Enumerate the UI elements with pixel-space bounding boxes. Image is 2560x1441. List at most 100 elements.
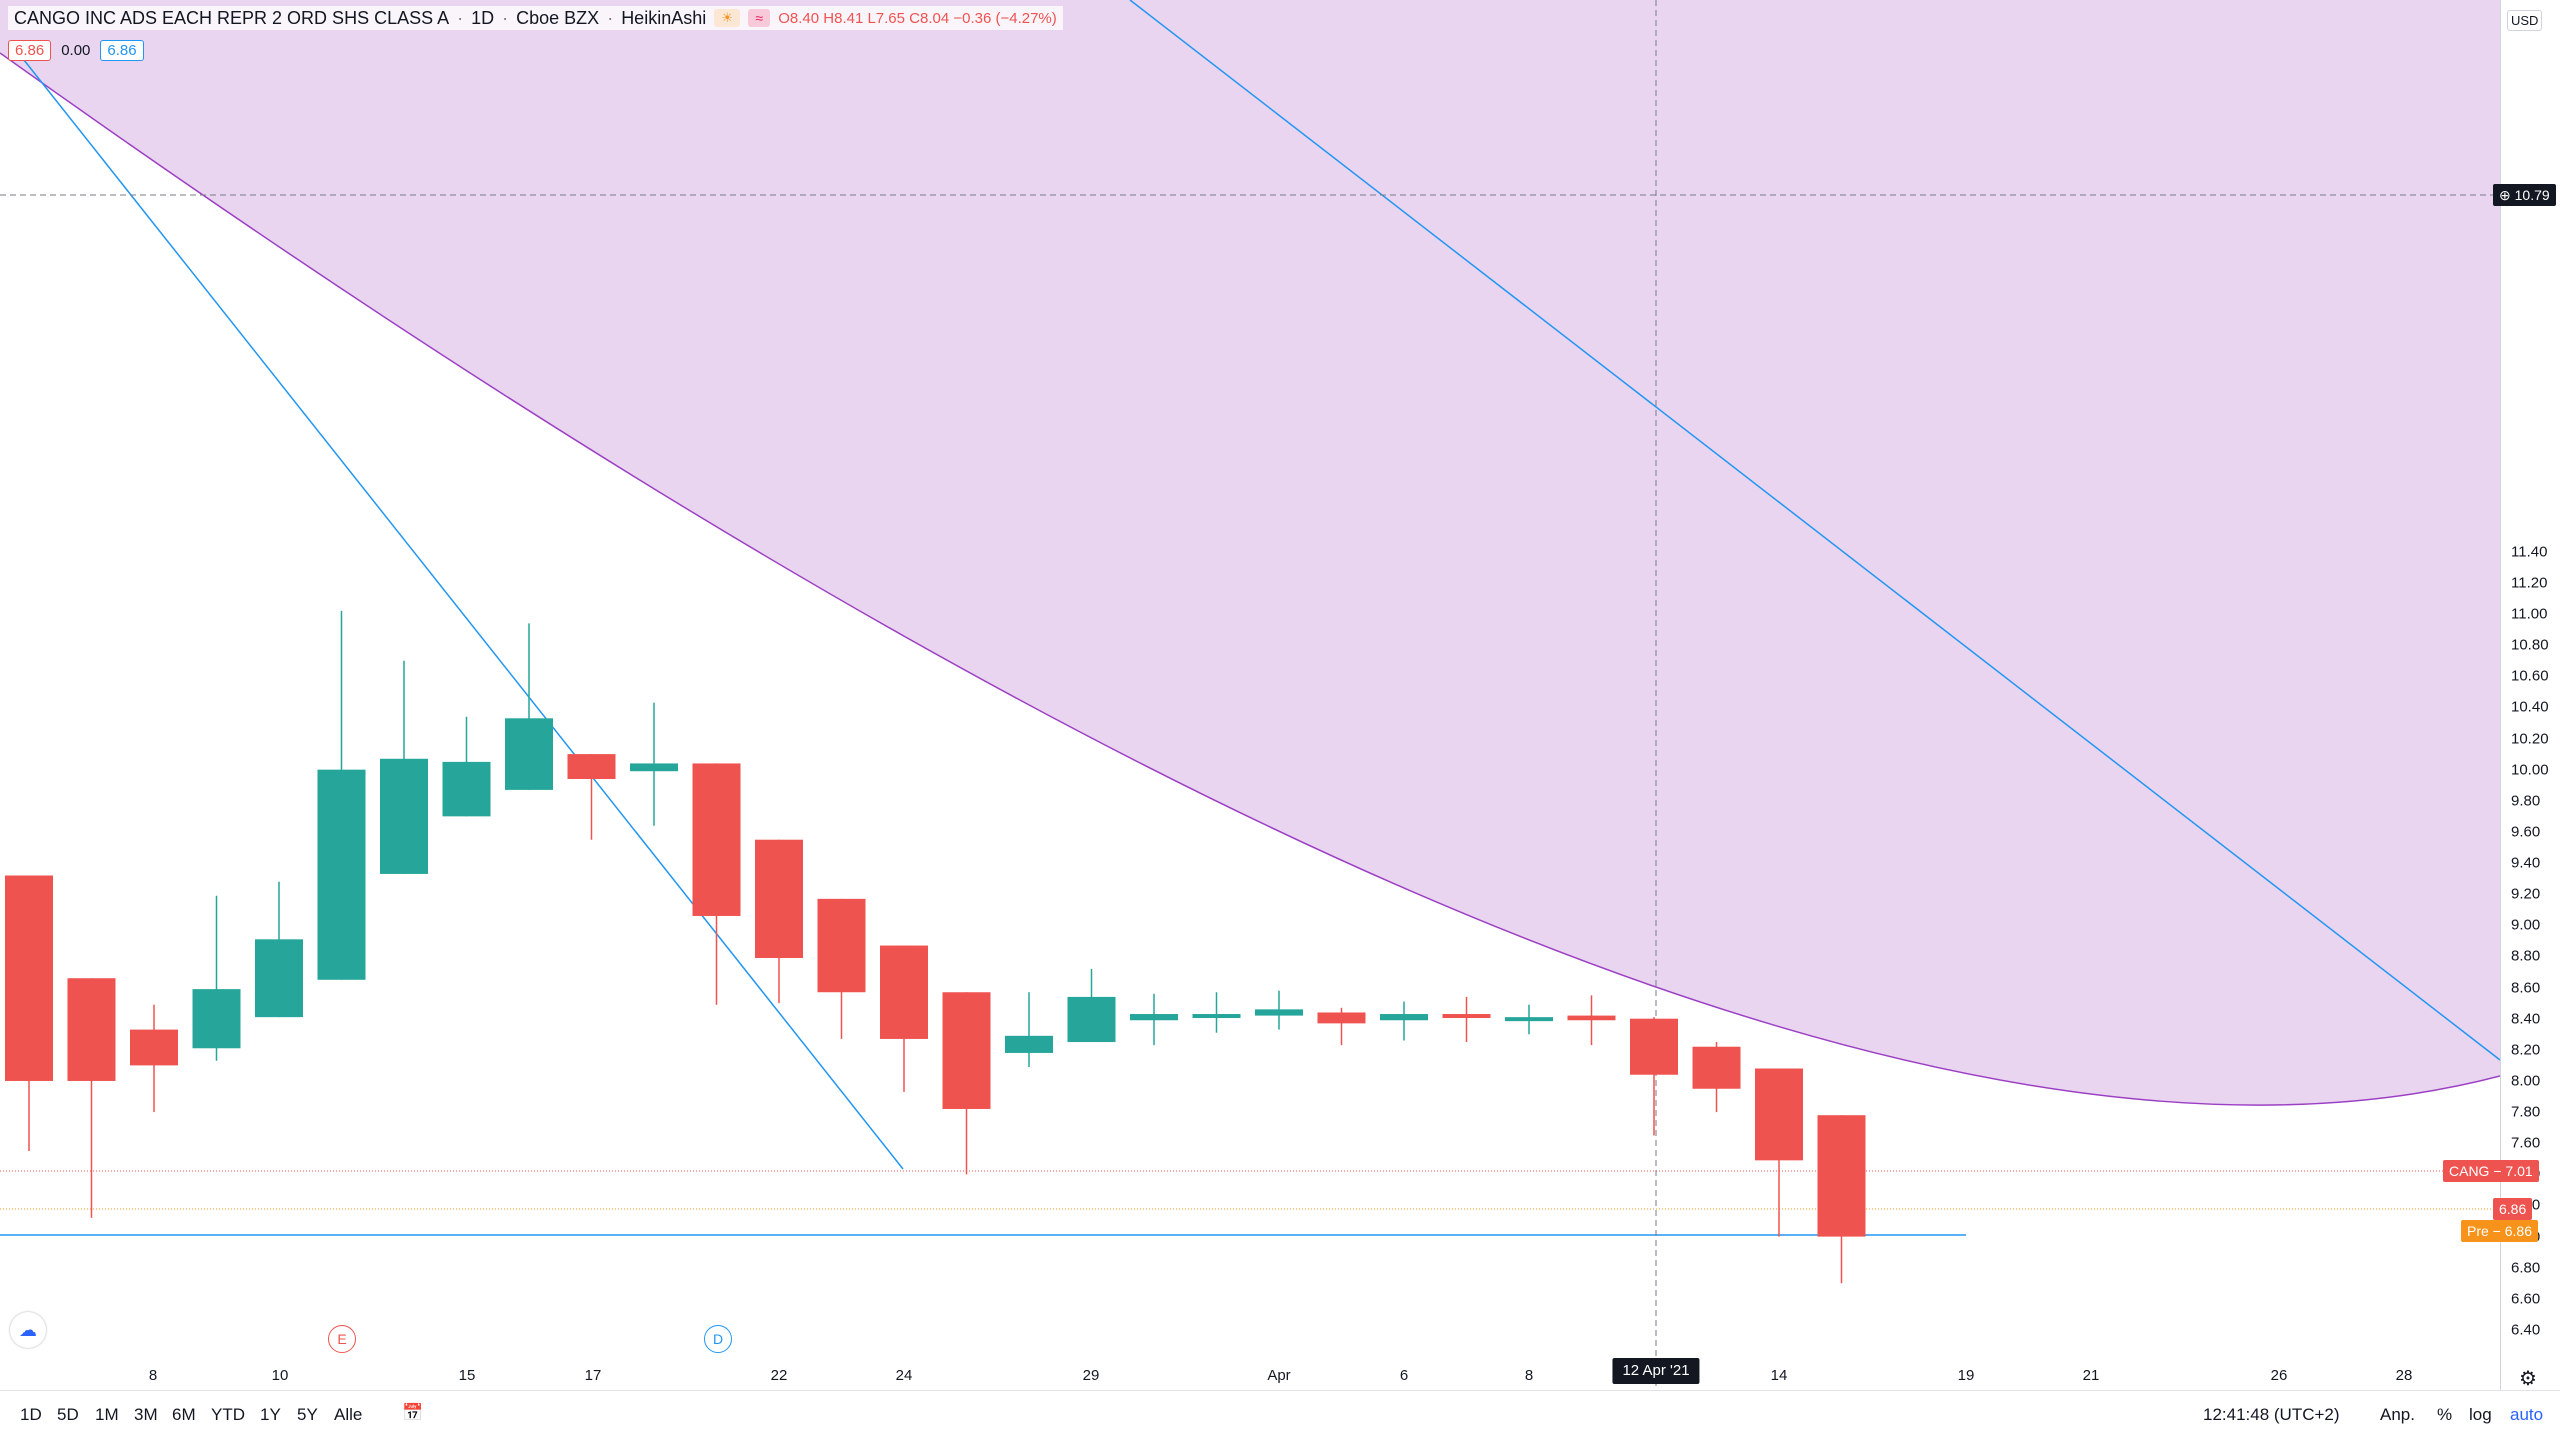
x-tick-label: 22	[770, 1367, 788, 1384]
symbol-name[interactable]: CANGO INC ADS EACH REPR 2 ORD SHS CLASS …	[14, 7, 450, 28]
candle-body	[255, 939, 303, 1018]
wave-icon[interactable]: ≈	[748, 9, 771, 27]
y-tick-label: 9.60	[2511, 823, 2541, 841]
currency-label[interactable]: USD	[2507, 10, 2543, 31]
y-tick-label: 9.80	[2511, 792, 2541, 810]
candle-body	[630, 763, 678, 772]
candle-body	[1255, 1009, 1303, 1016]
adjust-button[interactable]: Anp.	[2380, 1405, 2415, 1424]
interval-label[interactable]: 1D	[471, 7, 495, 28]
x-tick-label: 28	[2395, 1367, 2413, 1384]
y-tick-label: 8.40	[2511, 1010, 2541, 1028]
y-tick-label: 11.20	[2511, 574, 2548, 592]
candle-body	[817, 898, 866, 993]
candle-body	[67, 978, 116, 1081]
date-range-icon[interactable]: 📅	[402, 1403, 424, 1422]
range-button-1d[interactable]: 1D	[20, 1405, 42, 1424]
candle-body	[755, 839, 803, 958]
shaded-region	[0, 0, 2500, 1106]
candle-body	[1817, 1115, 1866, 1237]
dividend-marker[interactable]: D	[704, 1325, 732, 1353]
candle-body	[5, 875, 53, 1081]
price-axis[interactable]: USD 6.406.606.807.007.207.407.607.808.00…	[2443, 0, 2560, 1440]
y-tick-label: 8.60	[2511, 979, 2541, 997]
x-tick-label: 29	[1082, 1367, 1100, 1384]
y-tick-label: 10.60	[2511, 667, 2549, 685]
range-button-alle[interactable]: Alle	[334, 1405, 363, 1424]
cursor-price-label: ⊕ 10.79	[2493, 184, 2556, 206]
indicator-values: 6.86 0.00 6.86	[8, 40, 144, 61]
pre-market-label: Pre − 6.86	[2461, 1220, 2538, 1242]
range-button-6m[interactable]: 6M	[172, 1405, 196, 1424]
y-tick-label: 9.00	[2511, 916, 2541, 934]
x-tick-label: 8	[148, 1367, 158, 1384]
indicator-value-3: 6.86	[100, 40, 144, 61]
candle-body	[442, 761, 491, 817]
candle-body	[1067, 996, 1116, 1043]
trend-line-left	[19, 54, 904, 1170]
y-tick-label: 6.80	[2511, 1259, 2541, 1277]
candle-body	[1380, 1014, 1428, 1021]
candle-body	[880, 945, 928, 1039]
last-price-label: 6.86	[2493, 1198, 2533, 1220]
candle-body	[1130, 1014, 1178, 1021]
y-tick-label: 8.00	[2511, 1072, 2541, 1090]
candle-body	[505, 718, 553, 790]
range-button-3m[interactable]: 3M	[134, 1405, 158, 1424]
range-button-1m[interactable]: 1M	[95, 1405, 119, 1424]
crosshair-date-label: 12 Apr '21	[1612, 1358, 1700, 1384]
y-tick-label: 7.80	[2511, 1103, 2541, 1121]
earnings-marker[interactable]: E	[328, 1325, 356, 1353]
y-tick-label: 7.60	[2511, 1134, 2541, 1152]
candle-body	[1505, 1017, 1553, 1022]
log-button[interactable]: log	[2469, 1405, 2492, 1424]
candle-body	[1755, 1068, 1803, 1161]
parabola-curve	[0, 52, 2500, 1106]
trend-line-right	[1129, 0, 2500, 1061]
range-button-5y[interactable]: 5Y	[297, 1405, 318, 1424]
x-tick-label: 21	[2082, 1367, 2100, 1384]
y-tick-label: 10.40	[2511, 698, 2549, 716]
x-tick-label: Apr	[1267, 1367, 1291, 1384]
x-tick-label: 10	[271, 1367, 289, 1384]
candle-body	[1630, 1018, 1678, 1075]
y-tick-label: 8.20	[2511, 1041, 2541, 1059]
candle-body	[317, 769, 366, 980]
settings-gear-icon[interactable]: ⚙	[2519, 1368, 2537, 1390]
candle-body	[942, 992, 991, 1109]
indicator-value-1: 6.86	[8, 40, 52, 61]
x-tick-label: 14	[1770, 1367, 1788, 1384]
chart-legend: CANGO INC ADS EACH REPR 2 ORD SHS CLASS …	[8, 6, 1063, 30]
candle-body	[1005, 1035, 1053, 1053]
y-tick-label: 10.20	[2511, 730, 2549, 748]
candle-body	[1192, 1014, 1241, 1019]
cang-price-label: CANG − 7.01	[2443, 1160, 2539, 1182]
cursor-price-value: 10.79	[2514, 187, 2550, 203]
x-tick-label: 17	[584, 1367, 602, 1384]
y-tick-label: 10.80	[2511, 636, 2549, 654]
auto-button[interactable]: auto	[2510, 1405, 2544, 1424]
x-tick-label: 6	[1399, 1367, 1409, 1384]
x-tick-label: 8	[1524, 1367, 1534, 1384]
y-tick-label: 6.60	[2511, 1290, 2541, 1308]
percent-button[interactable]: %	[2437, 1405, 2453, 1424]
tradingview-logo-icon[interactable]: ☁	[10, 1312, 46, 1348]
sun-icon[interactable]: ☀	[714, 9, 741, 27]
candle-body	[192, 989, 241, 1049]
x-tick-label: 19	[1957, 1367, 1975, 1384]
range-button-ytd[interactable]: YTD	[211, 1405, 245, 1424]
bottom-toolbar: 1D 5D 1M 3M 6M YTD 1Y 5Y Alle 📅 12:41:48 (UTC+2)…	[0, 1390, 2560, 1441]
x-tick-label: 15	[458, 1367, 476, 1384]
range-button-5d[interactable]: 5D	[57, 1405, 79, 1424]
x-tick-label: 24	[895, 1367, 913, 1384]
range-button-1y[interactable]: 1Y	[260, 1405, 281, 1424]
y-tick-label: 10.00	[2511, 761, 2549, 779]
chart-area[interactable]	[0, 0, 2500, 1390]
candle-body	[567, 754, 616, 779]
candle-body	[1692, 1046, 1741, 1089]
y-tick-label: 9.40	[2511, 854, 2541, 872]
y-tick-label: 11.40	[2511, 543, 2548, 561]
y-tick-label: 6.40	[2511, 1321, 2541, 1339]
y-tick-label: 8.80	[2511, 947, 2541, 965]
clock-time[interactable]: 12:41:48 (UTC+2)	[2203, 1405, 2340, 1424]
